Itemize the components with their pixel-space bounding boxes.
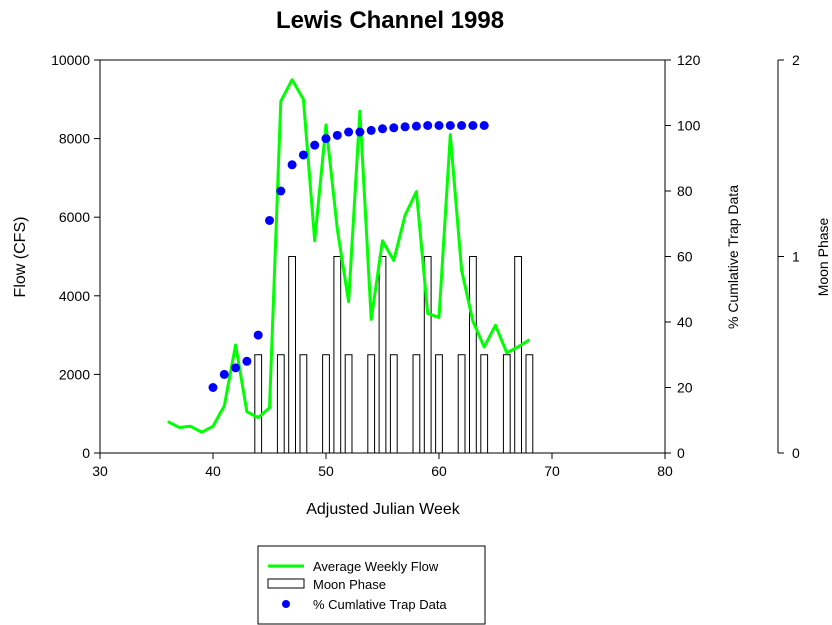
x-tick-label: 70 [544,463,560,479]
moon-phase-bar [288,256,296,454]
trap-data-point [265,215,274,225]
trap-data-points [208,121,489,392]
trap-data-point [332,130,342,140]
y2-tick-label: 80 [677,183,693,199]
legend-moon-swatch [267,578,305,589]
x-tick-label: 80 [657,463,673,479]
trap-data-point [219,369,229,379]
moon-phase-bar [469,256,477,454]
y2-axis-label: % Cumlative Trap Data [725,185,741,329]
x-axis-label: Adjusted Julian Week [306,501,461,518]
moon-phase-bar [435,354,443,454]
trap-data-point [468,121,478,130]
y-tick-label: 2000 [59,366,90,382]
moon-phase-bars [254,256,534,454]
trap-data-point [411,121,421,131]
trap-data-point [479,121,489,130]
trap-data-point [287,160,297,170]
moon-phase-bar [389,354,398,454]
y-tick-label: 10000 [51,52,90,68]
trap-data-point [298,150,308,160]
x-tick-label: 30 [92,463,108,479]
trap-data-point [344,127,354,137]
y2-tick-label: 100 [677,118,701,134]
y3-tick-label: 0 [792,445,800,461]
x-tick-label: 50 [318,463,334,479]
y3-axis-label: Moon Phase [815,217,831,296]
y2-tick-label: 60 [677,249,693,265]
trap-data-point [276,186,286,196]
chart-title: Lewis Channel 1998 [276,7,504,34]
legend-flow-label: Average Weekly Flow [313,559,439,574]
trap-data-point [208,383,218,392]
y2-tick-label: 20 [677,380,693,396]
trap-data-point [445,121,455,130]
y3-tick-label: 2 [792,52,800,68]
trap-data-point [434,121,444,130]
trap-data-point [321,134,331,144]
moon-phase-bar [367,354,376,454]
moon-phase-bar [525,354,534,454]
moon-phase-bar [299,354,308,454]
trap-data-point [242,356,252,366]
y2-tick-label: 0 [677,445,685,461]
moon-phase-bar [457,354,466,454]
flow-series-line [167,78,531,434]
flow-line [167,78,531,434]
trap-data-point [310,140,320,150]
y-tick-label: 0 [82,445,90,461]
y2-tick-label: 40 [677,314,693,330]
x-tick-label: 40 [205,463,221,479]
y3-tick-label: 1 [792,249,800,265]
trap-data-point [389,123,399,133]
moon-phase-bar [276,354,285,454]
trap-data-point [400,122,410,132]
axes: 30 40 50 60 70 800200040006000800010000020406… [51,52,800,479]
moon-phase-bar [322,354,330,454]
moon-phase-bar [344,354,353,454]
y-axis-label: Flow (CFS) [12,217,29,298]
moon-phase-bar [502,354,511,454]
moon-phase-bar [412,354,421,454]
y2-tick-label: 120 [677,52,701,68]
moon-phase-bar [378,256,387,454]
legend-moon-label: Moon Phase [313,577,386,592]
legend-trap-label: % Cumlative Trap Data [313,597,447,612]
trap-data-point [231,363,241,373]
trap-data-point [423,121,433,130]
y-tick-label: 4000 [59,288,90,304]
y-tick-label: 8000 [59,131,90,147]
legend: Average Weekly Flow Moon Phase % Cumlati… [257,545,486,625]
trap-data-point [355,127,365,137]
trap-data-point [366,125,376,135]
moon-phase-bar [480,354,489,454]
moon-phase-bar [514,256,522,454]
legend-trap-swatch [282,600,290,608]
trap-data-point [457,121,467,130]
y-tick-label: 6000 [59,209,90,225]
trap-data-point [253,330,263,340]
moon-phase-bar [333,256,342,454]
moon-phase-bar [254,354,263,454]
x-tick-label: 60 [431,463,447,479]
trap-data-point [378,124,387,134]
